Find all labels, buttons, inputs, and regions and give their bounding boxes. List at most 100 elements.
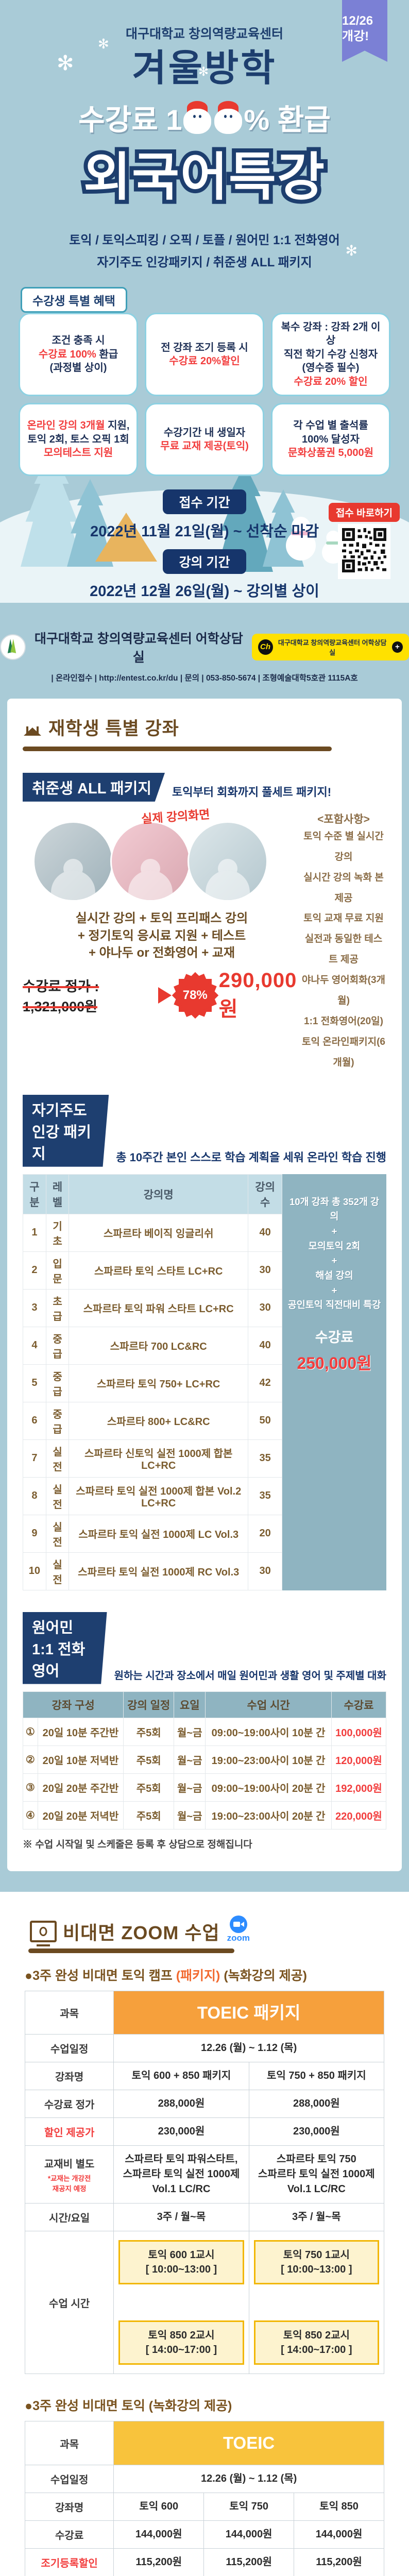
open-date-ribbon: 12/26 개강! <box>342 0 387 62</box>
table-row: 8 실전 스파르타 토익 실전 1000제 합본 Vol.2 LC+RC 35 <box>23 1477 282 1515</box>
list-item: 해설 강의 <box>315 1269 353 1281</box>
special-course-panel: 재학생 특별 강좌 취준생 ALL 패키지 토익부터 회화까지 풀세트 패키지!… <box>7 698 402 1871</box>
benefit-pill-label: 수강생 특별 혜택 <box>21 286 127 313</box>
snowflake-decoration: ✻ <box>57 52 74 75</box>
list-item: 토익 수준 별 실시간 강의 <box>303 831 384 862</box>
zoom-section-title: 비대면 ZOOM 수업 <box>63 1922 220 1943</box>
benefit-card: 전 강좌 조기 등록 시 수강료 20%할인 <box>145 312 264 396</box>
special-section-title: 재학생 특별 강좌 <box>48 718 179 739</box>
phone-english-subtitle: 원하는 시간과 장소에서 매일 원어민과 생활 영어 및 주제별 대화 <box>114 1670 386 1682</box>
ribbon-date: 12/26 <box>342 14 373 28</box>
course-table-title: ●3주 완성 비대면 토익 (녹화강의 제공) <box>25 2399 232 2414</box>
reception-info: 접수 기간 2022년 11월 21일(월) ~ 선착순 마감 강의 기간 20… <box>0 489 409 618</box>
benefit-card: 수강기간 내 생일자 무료 교재 제공(토익) <box>145 402 264 476</box>
tent-decoration <box>95 513 157 562</box>
package-description: 실시간 강의 + 토익 프리패스 강의 + 정기토익 응시료 지원 + 테스트 … <box>75 911 248 960</box>
phone-english-banner: 원어민 1:1 전화영어 <box>23 1612 107 1684</box>
table-row: 수업일정 12.26 (월) ~ 1.12 (목) <box>24 2464 384 2493</box>
tuition-label: 수강료 <box>315 1329 354 1345</box>
consult-office-row: 대구대학교 창의역량교육센터 어학상담실 Ch 대구대학교 창의역량교육센터 어… <box>0 629 409 666</box>
course-table-title: ●3주 완성 비대면 토익 캠프 (패키지) (녹화강의 제공) <box>25 1968 307 1983</box>
table-row: 1 기초 스파르타 베이직 잉글리쉬 40 <box>23 1213 282 1252</box>
snowman-decoration <box>286 531 316 561</box>
table-row: 수강료 144,000원 144,000원 144,000원 <box>24 2520 384 2549</box>
package-includes: <포함사항> 토익 수준 별 실시간 강의 실시간 강의 녹화 본 제공 토익 교재… <box>301 810 386 1073</box>
kakao-channel-bar[interactable]: Ch 대구대학교 창의역량교육센터 어학상담실 + <box>251 633 409 660</box>
organization-name: 대구대학교 창의역량교육센터 <box>126 27 283 41</box>
reception-period-date: 2022년 11월 21일(월) ~ 선착순 마감 <box>90 523 319 540</box>
instructor-photo <box>110 821 191 902</box>
instructor-photo <box>188 821 268 902</box>
list-item: + <box>331 1255 337 1266</box>
list-item: + <box>331 1225 337 1236</box>
all-package-subtitle: 토익부터 회화까지 풀세트 패키지! <box>172 785 332 799</box>
snowflake-decoration: ✻ <box>98 36 109 52</box>
lecture-period-pill: 강의 기간 <box>162 549 247 574</box>
benefit-cards: 조건 충족 시 수강료 100% 환급 (과정별 상이) 전 강좌 조기 등록 시… <box>19 312 390 476</box>
course-table: 과목 TOEIC 수업일정 12.26 (월) ~ 1.12 (목) 강좌명 토익 600… <box>24 2421 384 2576</box>
self-study-summary: 10개 강좌 총 352개 강의 + 모의토익 2회 + 해설 강의 + 공인토익 직전대비… <box>282 1174 386 1590</box>
phone-english-table: 강좌 구성 강의 일정 요일 수업 시간 수강료 ① 20일 10분 주간반 주5회 월~금 09… <box>22 1691 387 1829</box>
zoom-logo-icon: zoom <box>227 1915 250 1942</box>
summary-lines: 10개 강좌 총 352개 강의 + 모의토익 2회 + 해설 강의 + 공인토익 직전대비… <box>286 1195 382 1313</box>
table-row: 6 중급 스파르타 800+ LC&RC 50 <box>23 1401 282 1440</box>
house-icon <box>23 718 42 736</box>
list-item: 실전과 동일한 테스트 제공 <box>304 934 383 965</box>
table-row: 10 실전 스파르타 토익 실전 1000제 RC Vol.3 30 <box>23 1552 282 1590</box>
table-row: 4 중급 스파르타 700 LC&RC 40 <box>23 1326 282 1365</box>
table-row: 7 실전 스파르타 신토익 실전 1000제 합본 LC+RC 35 <box>23 1439 282 1478</box>
snowflake-decoration: ✻ <box>198 65 209 79</box>
subject-list: 토익 / 토익스피킹 / 오픽 / 토플 / 원어민 1:1 전화영어 자기주도… <box>69 233 340 269</box>
section-divider <box>28 1948 234 1953</box>
table-row: ④ 20일 20분 저녁반 주5회 월~금 19:00~23:00사이 20분 간 220… <box>23 1801 387 1829</box>
list-item: 공인토익 직전대비 특강 <box>287 1299 381 1311</box>
table-row: ③ 20일 20분 주간반 주5회 월~금 09:00~19:00사이 20분 간 192… <box>23 1773 387 1802</box>
package-price-row: 수강료 정가 : 1,321,000원 78% 290,000원 <box>23 969 301 1022</box>
self-study-subtitle: 총 10주간 본인 스스로 학습 계획을 세워 온라인 학습 진행 <box>116 1150 386 1164</box>
ribbon-label: 개강! <box>342 29 369 43</box>
university-logo-icon <box>0 634 26 660</box>
table-row: 3 초급 스파르타 토익 파워 스타트 LC+RC 30 <box>23 1289 282 1327</box>
discount-badge: 78% <box>172 972 219 1019</box>
benefit-card: 복수 강좌 : 강좌 2개 이상 직전 학기 수강 신청자 (영수증 필수) 수… <box>271 312 390 396</box>
instructor-photo <box>33 821 113 902</box>
zoom-tables: ●3주 완성 비대면 토익 캠프 (패키지) (녹화강의 제공) 과목 TOEIC … <box>0 1965 409 2576</box>
table-row: 교재비 별도 *교재는 개강전 재공지 예정 스파르타 토익 파워스타트, 스파르타… <box>24 2145 385 2204</box>
list-item: 실시간 강의 녹화 본 제공 <box>303 872 384 904</box>
snowflake-decoration: ✻ <box>345 243 357 259</box>
table-row: 할인 제공가 230,000원 230,000원 <box>24 2117 385 2146</box>
hero-section: ✻ ✻ ✻ ✻ ✼ 12/26 개강! 대구대학교 창의역량교육센터 겨울방학 … <box>0 0 409 1892</box>
list-item: 토익 온라인패키지(6개월) <box>301 1036 385 1068</box>
list-item: 1:1 전화영어(20일) <box>304 1015 383 1027</box>
contact-info-line: | 온라인접수 | http://entest.co.kr/du | 문의 | … <box>51 673 358 683</box>
kakao-channel-icon: Ch <box>258 639 273 655</box>
includes-list: 토익 수준 별 실시간 강의 실시간 강의 녹화 본 제공 토익 교재 무료 지원 실… <box>301 826 386 1073</box>
table-row: 9 실전 스파르타 토익 실전 1000제 LC Vol.3 20 <box>23 1514 282 1553</box>
register-now-button[interactable]: 접수 바로하기 <box>328 502 400 522</box>
table-row: 조기등록할인 115,200원 115,200원 115,200원 <box>24 2548 384 2576</box>
instructor-photos <box>33 821 301 902</box>
table-row: 강좌명 토익 600 토익 750 토익 850 <box>24 2492 384 2521</box>
table-row: 수강료 정가 288,000원 288,000원 <box>24 2090 385 2119</box>
table-row: 강좌명 토익 600 + 850 패키지 토익 750 + 850 패키지 <box>24 2062 385 2091</box>
lecture-period-date: 2022년 12월 26일(월) ~ 강의별 상이 <box>90 583 319 600</box>
table-row: 5 중급 스파르타 토익 750+ LC+RC 42 <box>23 1364 282 1402</box>
list-item: 모의토익 2회 <box>308 1240 361 1251</box>
refund-headline: 수강료 1 % 환급 <box>0 97 409 139</box>
main-title: 외국어특강 외국어특강 <box>79 145 329 210</box>
qr-registration-block: 접수 바로하기 <box>328 502 400 579</box>
qr-code[interactable] <box>337 523 390 579</box>
list-item: 10개 강좌 총 352개 강의 <box>289 1196 380 1222</box>
kakao-channel-label: 대구대학교 창의역량교육센터 어학상담실 <box>278 638 387 656</box>
final-price: 290,000원 <box>218 969 297 1021</box>
list-item: + <box>331 1284 337 1296</box>
benefit-card: 온라인 강의 3개월 지원, 토익 2회, 토스 오픽 1회 모의테스트 지원 <box>19 402 138 476</box>
section-divider <box>23 746 332 751</box>
course-table: 과목 TOEIC 패키지 수업일정 12.26 (월) ~ 1.12 (목) 강좌명 토익… <box>24 1990 385 2375</box>
table-row: ② 20일 10분 저녁반 주5회 월~금 19:00~23:00사이 10분 간 120… <box>23 1745 387 1774</box>
table-row: 시간/요일 3주 / 월~목 3주 / 월~목 <box>24 2203 385 2232</box>
regular-price: 수강료 정가 : 1,321,000원 <box>23 979 99 1015</box>
self-study-banner: 자기주도 인강 패키지 <box>23 1094 109 1167</box>
self-study-table: 구분 레벨 강의명 강의 수 1 기초 스파르타 베이직 잉글리쉬 40 2 입문 스파르타 토익 … <box>23 1174 282 1590</box>
